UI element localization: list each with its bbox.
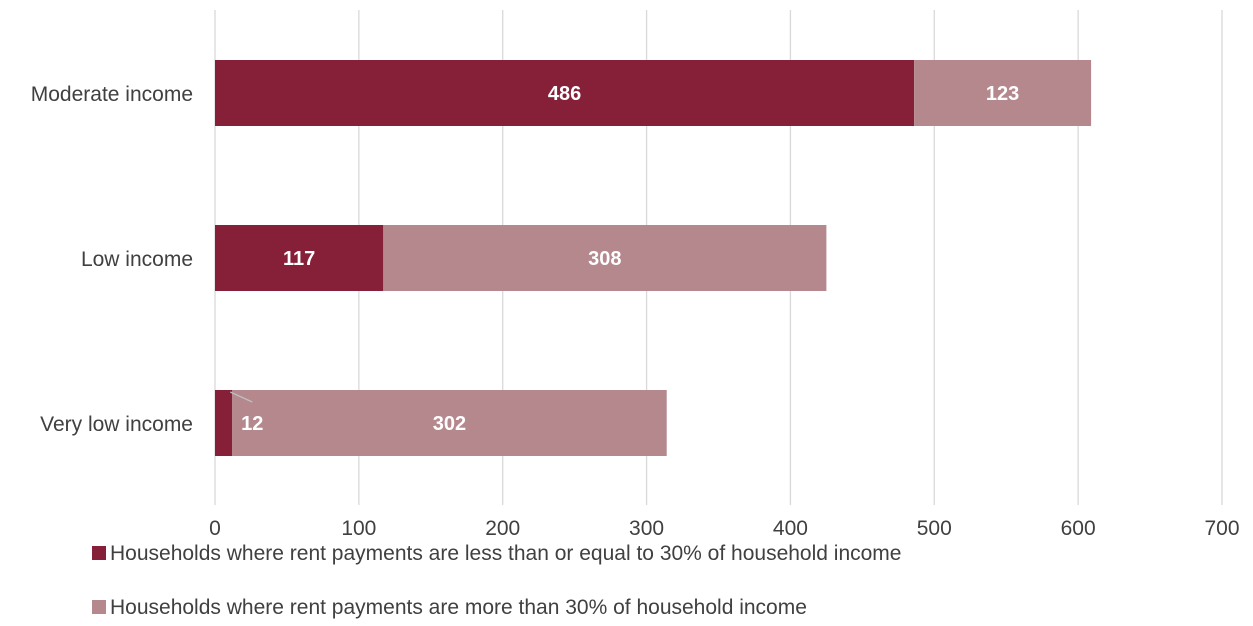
- legend-label-series-1: Households where rent payments are less …: [110, 542, 902, 565]
- x-tick-label: 400: [773, 517, 808, 540]
- bar-segment: [215, 390, 233, 456]
- x-tick-label: 700: [1204, 517, 1239, 540]
- data-label: 117: [283, 248, 315, 270]
- category-labels: Moderate income Low income Very low income: [31, 83, 193, 436]
- legend-label-series-2: Households where rent payments are more …: [110, 596, 807, 619]
- x-tick-label: 600: [1061, 517, 1096, 540]
- data-label: 302: [433, 413, 466, 435]
- data-label-leader: [229, 391, 253, 403]
- bar-segment: [914, 60, 1092, 126]
- x-tick-label: 200: [485, 517, 520, 540]
- data-label: 12: [241, 413, 263, 435]
- category-label: Moderate income: [31, 83, 193, 106]
- data-label: 123: [986, 83, 1019, 105]
- legend-swatch-series-2: [92, 600, 106, 614]
- stacked-bar-chart: 486 123 117 308 12 302 Moderate income Low inc…: [31, 10, 1240, 540]
- x-tick-label: 300: [629, 517, 664, 540]
- data-label: 486: [548, 83, 581, 105]
- bar-segment: [215, 60, 915, 126]
- x-tick-label: 0: [209, 517, 221, 540]
- x-axis-tick-labels: 0 100 200 300 400 500 600 700: [209, 517, 1239, 540]
- bars: [215, 60, 1092, 456]
- value-labels: 486 123 117 308 12 302: [229, 83, 1019, 435]
- category-label: Low income: [81, 248, 193, 271]
- bar-segment: [383, 225, 827, 291]
- x-tick-label: 500: [917, 517, 952, 540]
- category-label: Very low income: [40, 413, 193, 436]
- data-label: 308: [588, 248, 621, 270]
- bar-segment: [232, 390, 667, 456]
- x-tick-label: 100: [341, 517, 376, 540]
- bar-segment: [215, 225, 384, 291]
- legend-item-series-2: Households where rent payments are more …: [92, 596, 807, 620]
- legend-swatch-series-1: [92, 546, 106, 560]
- legend-item-series-1: Households where rent payments are less …: [92, 542, 901, 566]
